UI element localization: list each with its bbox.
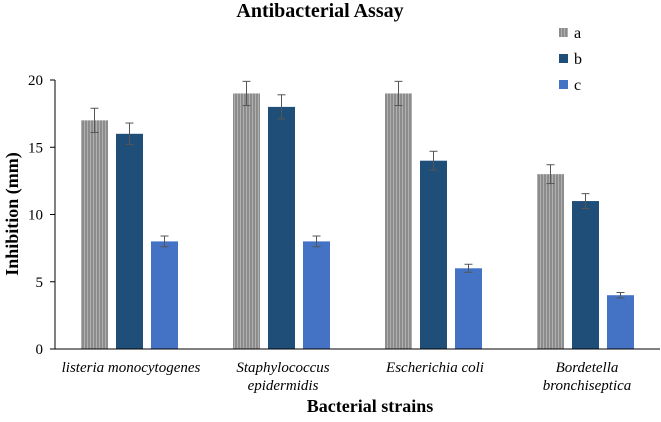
bar-b-3 — [572, 201, 599, 349]
bar-a-3 — [537, 174, 564, 349]
y-axis-ticks: 0 5 10 15 20 — [28, 73, 55, 358]
legend-swatch — [559, 28, 568, 37]
legend-swatch — [559, 54, 568, 63]
y-tick-label: 0 — [36, 342, 44, 358]
legend-item-a: a — [559, 25, 581, 42]
bar-a-1 — [233, 93, 260, 349]
legend-item-b: b — [559, 51, 582, 68]
bar-c-0 — [151, 241, 178, 349]
x-category-label: listeria monocytogenes — [62, 360, 201, 376]
error-bar-c-2 — [464, 263, 473, 273]
y-tick-label: 20 — [28, 73, 43, 89]
legend-swatch — [559, 80, 568, 89]
bar-c-2 — [455, 268, 482, 349]
error-bar-c-1 — [312, 235, 321, 248]
x-axis-label: Bacterial strains — [307, 396, 433, 416]
error-bar-c-0 — [160, 235, 169, 248]
x-category-label: Escherichia coli — [385, 360, 484, 376]
error-bar-c-3 — [616, 292, 625, 299]
bar-b-0 — [116, 133, 143, 349]
error-bar-b-0 — [125, 122, 134, 146]
y-tick-label: 5 — [36, 275, 44, 291]
error-bar-a-2 — [394, 80, 403, 107]
error-bar-b-3 — [581, 193, 590, 209]
chart-title: Antibacterial Assay — [236, 0, 403, 22]
x-category-label: Bordetella bronchiseptica — [543, 360, 632, 394]
legend: abc — [559, 25, 582, 94]
legend-item-c: c — [559, 77, 581, 94]
legend-label: c — [574, 77, 581, 94]
bar-b-2 — [420, 160, 447, 349]
bar-c-1 — [303, 241, 330, 349]
error-bar-b-2 — [429, 150, 438, 171]
bar-b-1 — [268, 106, 295, 350]
error-bar-b-1 — [277, 94, 286, 120]
legend-label: a — [574, 25, 581, 42]
legend-label: b — [574, 51, 582, 68]
y-axis-label: Inhibition (mm) — [2, 152, 23, 276]
error-bar-a-0 — [90, 107, 99, 133]
bar-a-0 — [81, 120, 108, 349]
x-axis-category-labels: listeria monocytogenes Staphylococcus epid… — [62, 360, 632, 394]
y-tick-label: 10 — [28, 208, 43, 224]
bar-c-3 — [607, 295, 634, 349]
x-category-label: Staphylococcus epidermidis — [236, 360, 329, 394]
error-bar-a-1 — [242, 80, 251, 107]
bar-series-group — [81, 80, 634, 350]
bar-a-2 — [385, 93, 412, 349]
error-bar-a-3 — [546, 164, 555, 185]
y-tick-label: 15 — [28, 140, 43, 156]
